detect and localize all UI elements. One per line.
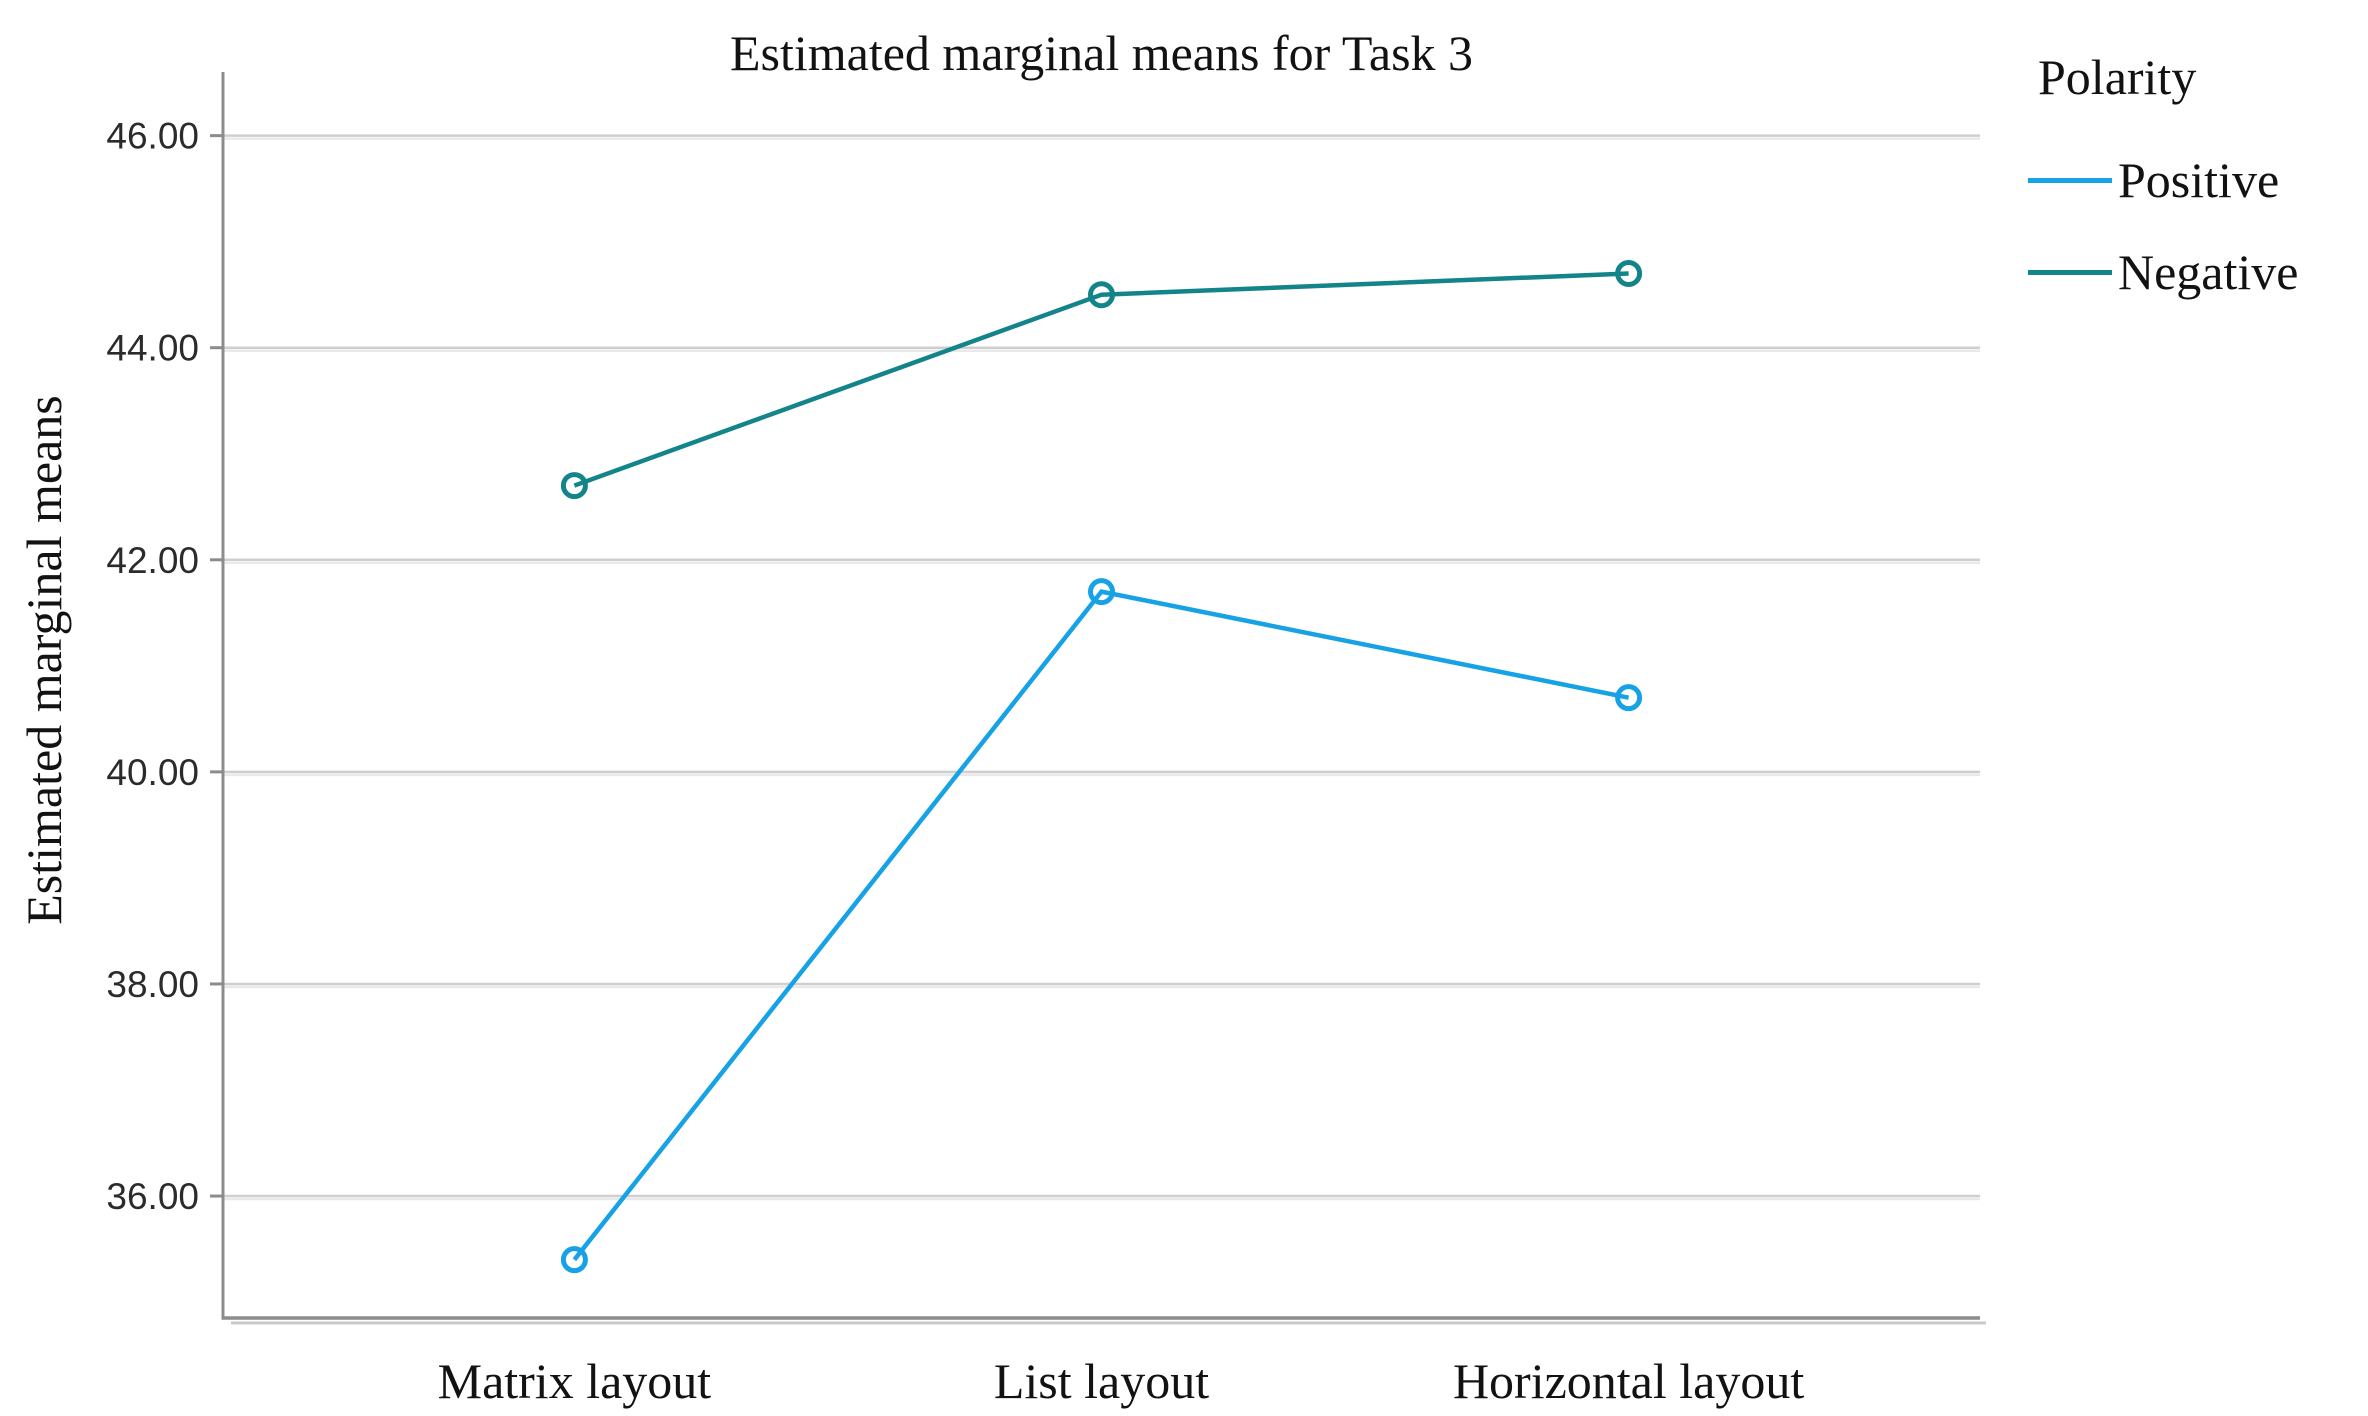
x-category-label: Horizontal layout — [1453, 1353, 1804, 1409]
legend-label-positive: Positive — [2118, 152, 2280, 208]
chart-title: Estimated marginal means for Task 3 — [729, 25, 1474, 81]
y-tick-label: 46.00 — [106, 116, 199, 157]
series-line-positive — [572, 589, 1630, 1262]
legend-item-negative: Negative — [2028, 242, 2298, 302]
y-tick-label: 44.00 — [106, 328, 199, 369]
data-point-marker-positive — [1615, 684, 1643, 712]
y-tick-label: 42.00 — [106, 540, 199, 581]
series-line-negative — [573, 271, 1629, 488]
legend-title: Polarity — [2038, 49, 2197, 105]
y-tick-label: 36.00 — [106, 1176, 199, 1217]
y-tick-label: 38.00 — [106, 964, 199, 1005]
x-category-label: Matrix layout — [438, 1353, 712, 1409]
data-point-marker-negative — [560, 472, 588, 500]
data-point-marker-positive — [560, 1246, 588, 1274]
data-point-marker-negative — [1615, 259, 1643, 287]
x-category-label: List layout — [994, 1353, 1209, 1409]
legend-line-sample-positive — [2028, 177, 2112, 183]
legend-item-positive: Positive — [2028, 150, 2279, 210]
y-tick-label: 40.00 — [106, 752, 199, 793]
legend-label-negative: Negative — [2118, 244, 2299, 300]
data-point-marker-negative — [1088, 281, 1115, 309]
data-point-marker-positive — [1088, 578, 1115, 606]
legend-line-sample-negative — [2028, 269, 2112, 275]
